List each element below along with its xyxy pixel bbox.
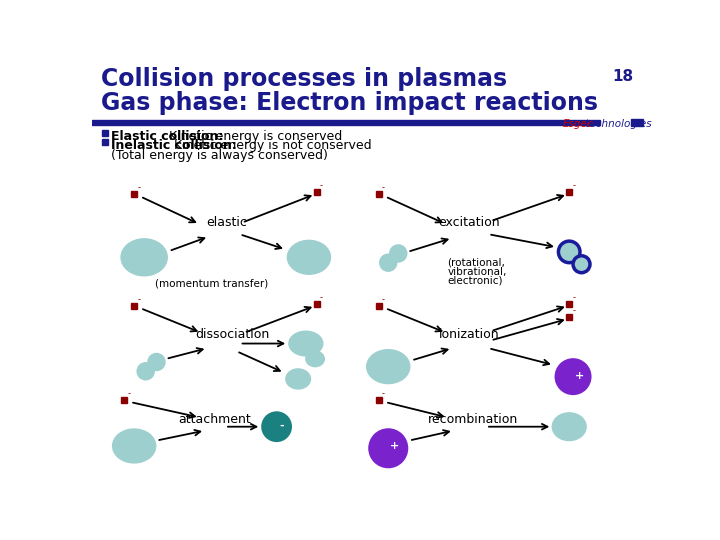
Text: elastic: elastic [206,217,247,230]
Circle shape [261,411,292,442]
Circle shape [379,253,397,272]
Text: -: - [572,293,575,302]
Text: 18: 18 [612,69,633,84]
Bar [631,119,643,126]
Text: excitation: excitation [438,217,500,230]
Text: Inelastic collision:: Inelastic collision: [111,139,237,152]
Text: Kinetic energy is conserved: Kinetic energy is conserved [165,130,342,143]
Ellipse shape [286,369,310,389]
Text: +: + [575,372,584,381]
Text: -: - [127,389,130,398]
Text: vibrational,: vibrational, [448,267,507,276]
Text: -: - [382,389,385,398]
Ellipse shape [552,413,586,441]
Circle shape [389,244,408,262]
Text: -: - [279,421,284,430]
Text: electronic): electronic) [448,276,503,286]
Text: Gas phase: Electron impact reactions: Gas phase: Electron impact reactions [101,91,598,115]
Ellipse shape [306,351,324,367]
Circle shape [148,353,166,372]
Ellipse shape [121,239,167,276]
Ellipse shape [289,331,323,356]
Ellipse shape [366,350,410,383]
Text: -: - [138,184,140,193]
Text: recombination: recombination [428,413,518,426]
Text: dissociation: dissociation [195,328,269,341]
Text: -: - [382,184,385,193]
Bar [92,120,600,125]
Ellipse shape [287,240,330,274]
Text: (rotational,: (rotational, [448,257,505,267]
Text: (momentum transfer): (momentum transfer) [155,278,268,288]
Text: attachment: attachment [179,413,251,426]
Ellipse shape [112,429,156,463]
Text: Collision processes in plasmas: Collision processes in plasmas [101,67,507,91]
Text: -: - [320,181,323,190]
Circle shape [137,362,155,381]
Circle shape [573,256,590,273]
Circle shape [559,241,580,262]
Text: ionization: ionization [438,328,500,341]
Text: -: - [572,306,575,315]
Circle shape [554,358,592,395]
Text: -: - [320,293,323,302]
Text: Elastic collision:: Elastic collision: [111,130,223,143]
Text: -: - [572,181,575,190]
Circle shape [368,428,408,468]
Text: technologies: technologies [582,119,652,130]
Text: -: - [138,295,140,304]
Text: Esgee: Esgee [563,119,594,130]
Text: (Total energy is always conserved): (Total energy is always conserved) [111,150,328,163]
Text: -: - [382,295,385,304]
Text: +: + [390,441,399,450]
Text: Kinetic energy is not conserved: Kinetic energy is not conserved [170,139,372,152]
